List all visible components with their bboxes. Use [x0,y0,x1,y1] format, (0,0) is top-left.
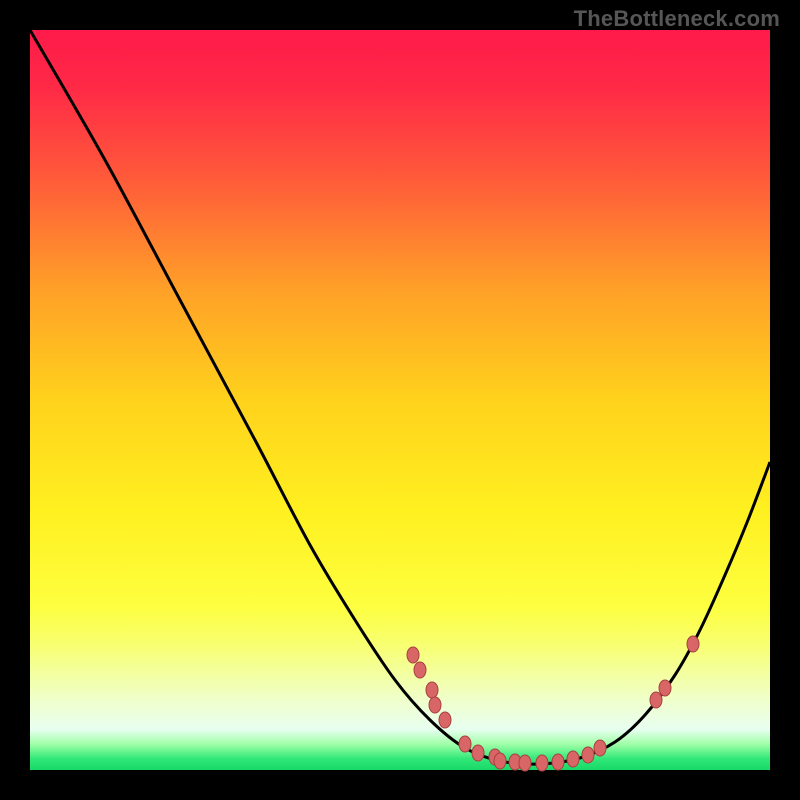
data-marker [659,680,671,696]
data-marker [594,740,606,756]
chart-svg [0,0,800,800]
data-marker [552,754,564,770]
data-marker [429,697,441,713]
data-marker [582,747,594,763]
data-marker [650,692,662,708]
data-marker [472,745,484,761]
data-marker [494,753,506,769]
data-marker [519,755,531,771]
data-marker [459,736,471,752]
data-marker [407,647,419,663]
data-marker [414,662,426,678]
chart-svg-wrap [0,0,800,800]
data-marker [567,751,579,767]
data-marker [687,636,699,652]
data-marker [536,755,548,771]
chart-frame: TheBottleneck.com [0,0,800,800]
plot-background [30,30,770,770]
data-marker [426,682,438,698]
data-marker [439,712,451,728]
